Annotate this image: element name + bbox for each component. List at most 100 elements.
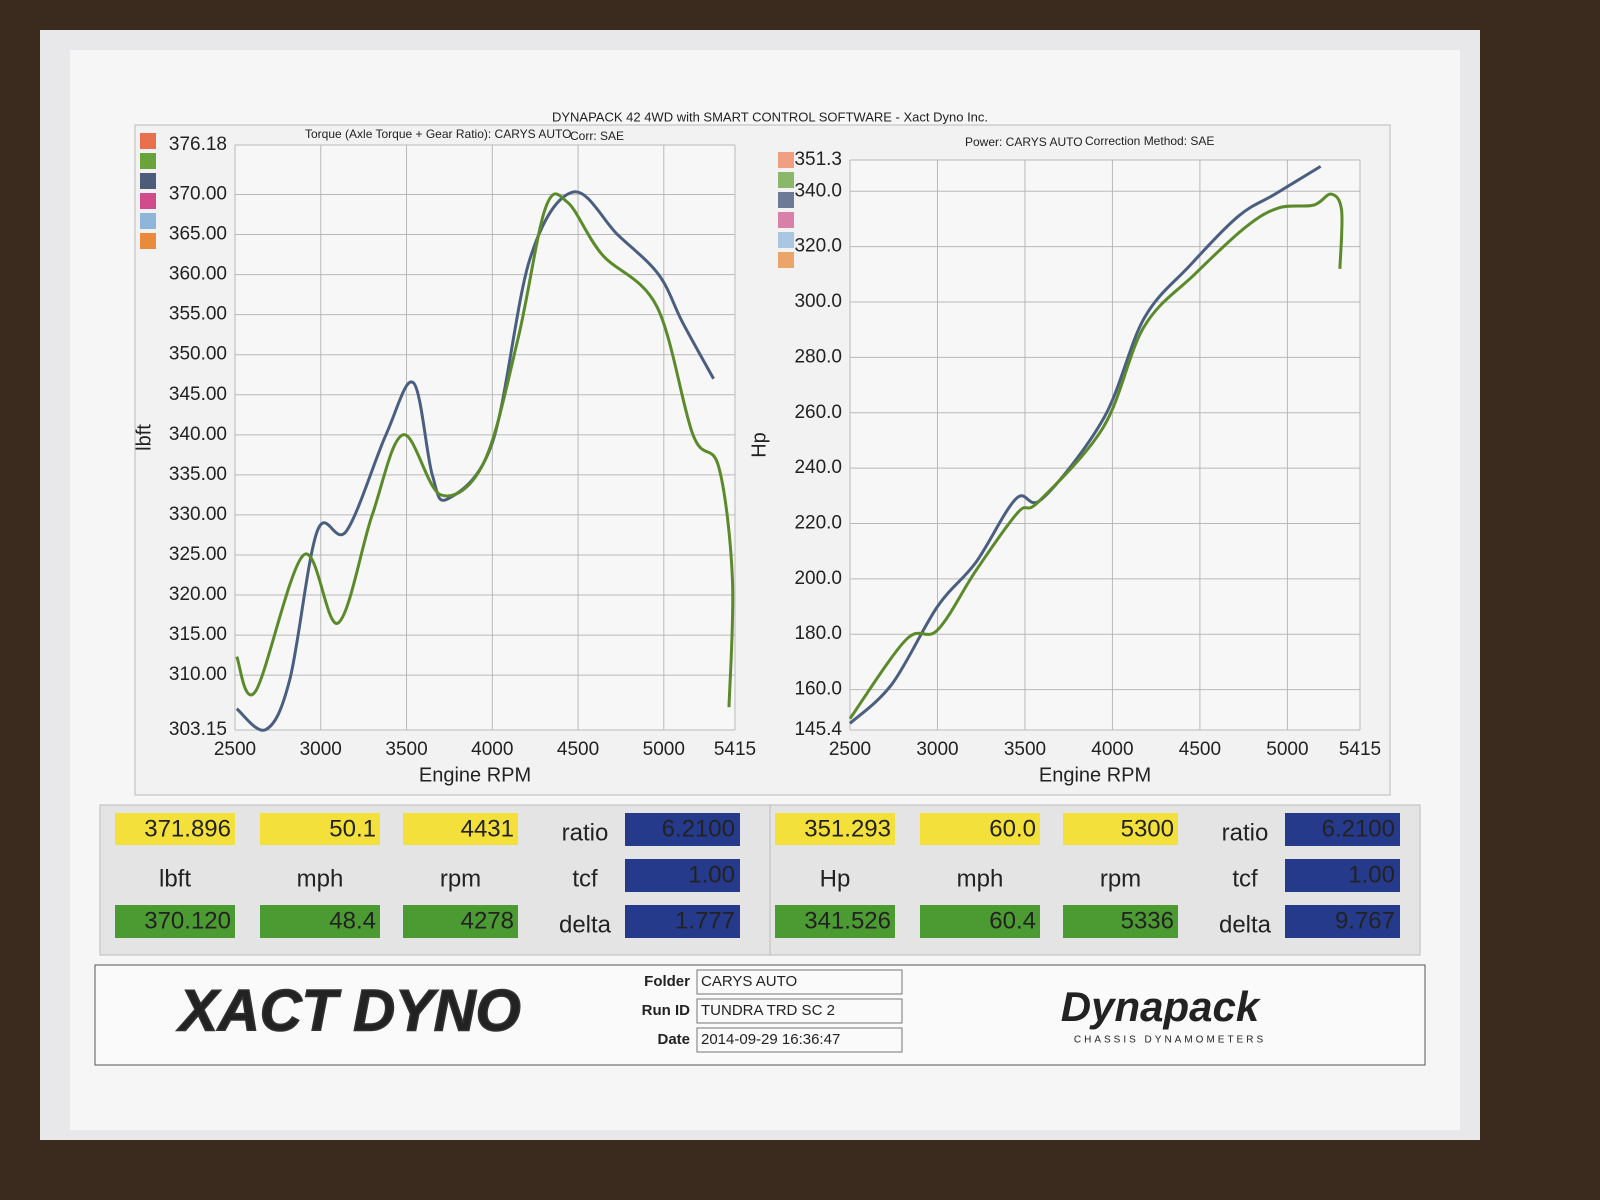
y-tick-label: 315.00 [169,624,227,645]
x-tick-label: 5415 [714,739,756,760]
param-value: 9.767 [1335,907,1395,934]
readout-value: 60.4 [989,907,1036,934]
x-tick-label: 3000 [916,739,958,760]
param-label: ratio [1222,819,1269,846]
param-value: 6.2100 [1322,815,1395,842]
readout-box [1063,813,1178,845]
x-tick-label: 3500 [1004,739,1046,760]
chart-title: Torque (Axle Torque + Gear Ratio): CARYS… [305,127,571,141]
readout-value: 370.120 [144,907,231,934]
y-tick-label: 260.0 [794,402,842,423]
y-tick-label: 160.0 [794,679,842,700]
y-tick-label: 340.0 [794,180,842,201]
swatch [140,173,156,189]
field-value: 2014-09-29 16:36:47 [701,1031,840,1048]
y-axis-label: lbft [133,424,155,451]
swatch [778,212,794,228]
field-label: Folder [644,973,690,990]
readout-value: 371.896 [144,815,231,842]
param-box [1285,905,1400,938]
swatch [140,233,156,249]
field-label: Date [657,1031,690,1048]
x-tick-label: 3000 [300,739,342,760]
swatch [140,133,156,149]
param-label: tcf [1232,865,1258,892]
swatch [778,232,794,248]
y-tick-label: 145.4 [794,719,842,740]
x-tick-label: 3500 [385,739,427,760]
x-tick-label: 5000 [1266,739,1308,760]
chart-subtitle: Corr: SAE [570,129,624,143]
readout-box [920,905,1040,938]
param-value: 6.2100 [662,815,735,842]
field-box [696,969,903,995]
y-tick-label: 350.00 [169,344,227,365]
swatch [140,213,156,229]
readout-box [260,905,380,938]
readout-box [775,813,895,845]
y-axis-label: Hp [748,432,770,458]
field-box [696,998,903,1024]
y-tick-label: 300.0 [794,291,842,312]
y-tick-label: 280.0 [794,346,842,367]
series-line [848,192,1344,720]
readout-value: 4431 [461,815,514,842]
x-tick-label: 4000 [1091,739,1133,760]
readout-box [115,813,235,845]
logo-left: XACT DYNO [176,978,521,1043]
readout-unit: mph [297,865,344,892]
readout-value: 341.526 [804,907,891,934]
param-value: 1.00 [1348,861,1395,888]
param-box [1285,859,1400,892]
y-tick-label: 340.00 [169,424,227,445]
y-tick-label: 351.3 [794,149,842,170]
y-tick-label: 370.00 [169,184,227,205]
field-label: Run ID [642,1002,690,1019]
swatch [140,153,156,169]
swatch [778,192,794,208]
x-tick-label: 2500 [214,739,256,760]
readout-box [403,813,518,845]
series-line [235,192,735,708]
param-value: 1.00 [688,861,735,888]
field-value: CARYS AUTO [701,973,797,990]
x-tick-label: 4500 [1179,739,1221,760]
param-label: tcf [572,865,598,892]
param-box [1285,813,1400,846]
logo-right-sub: CHASSIS DYNAMOMETERS [1074,1035,1266,1046]
chart-title: Power: CARYS AUTO [965,135,1083,149]
x-axis-label: Engine RPM [1039,764,1151,786]
y-tick-label: 325.00 [169,544,227,565]
y-tick-label: 303.15 [169,719,227,740]
readout-unit: rpm [1100,865,1141,892]
x-tick-label: 2500 [829,739,871,760]
readout-box [403,905,518,938]
param-box [625,813,740,846]
param-label: ratio [562,819,609,846]
y-tick-label: 330.00 [169,504,227,525]
readout-unit: rpm [440,865,481,892]
y-tick-label: 320.0 [794,236,842,257]
readout-value: 48.4 [329,907,376,934]
x-tick-label: 4000 [471,739,513,760]
x-tick-label: 5000 [643,739,685,760]
y-tick-label: 200.0 [794,568,842,589]
readout-box [115,905,235,938]
sheet-title: DYNAPACK 42 4WD with SMART CONTROL SOFTW… [552,109,988,124]
readout-unit: lbft [159,865,191,892]
x-tick-label: 5415 [1339,739,1381,760]
swatch [778,152,794,168]
y-tick-label: 320.00 [169,584,227,605]
readout-box [1063,905,1178,938]
swatch [140,193,156,209]
swatch [778,172,794,188]
swatch [778,252,794,268]
param-box [625,859,740,892]
chart-subtitle: Correction Method: SAE [1085,134,1214,148]
y-tick-label: 365.00 [169,224,227,245]
y-tick-label: 355.00 [169,304,227,325]
y-tick-label: 220.0 [794,512,842,533]
field-box [696,1027,903,1053]
y-tick-label: 360.00 [169,264,227,285]
